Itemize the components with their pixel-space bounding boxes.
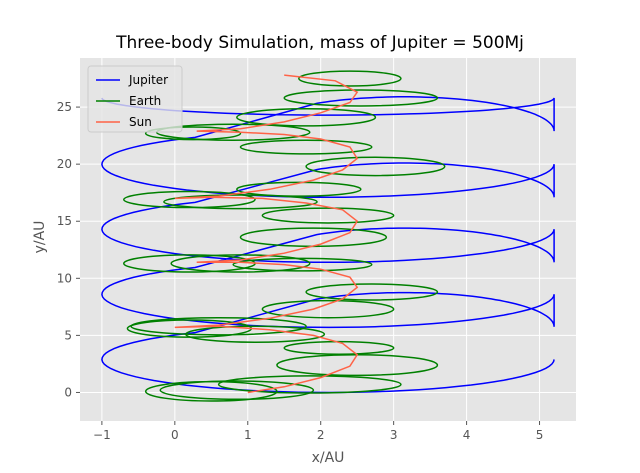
x-tick-label: 4 (463, 428, 471, 442)
legend-label-jupiter: Jupiter (128, 73, 168, 87)
legend-label-sun: Sun (129, 115, 152, 129)
y-tick-label: 10 (57, 271, 72, 285)
series-earth-orbit (170, 254, 311, 273)
series-sun (174, 74, 359, 394)
y-tick-label: 25 (57, 100, 72, 114)
series-earth-orbit (130, 316, 307, 336)
y-tick-label: 15 (57, 214, 72, 228)
x-axis-label: x/AU (312, 450, 345, 466)
y-axis-label: y/AU (32, 221, 48, 254)
series-earth (123, 70, 446, 402)
series-earth-orbit (261, 299, 395, 319)
axis-ticks: −1 0 1 2 3 4 5 0 5 10 15 20 25 (57, 100, 544, 442)
y-tick-label: 5 (64, 328, 72, 342)
series-earth-orbit (305, 283, 439, 301)
series-earth-orbit (232, 257, 373, 272)
x-tick-label: −1 (93, 428, 111, 442)
x-tick-label: 3 (390, 428, 398, 442)
series-layer (101, 70, 555, 402)
legend-box (87, 65, 183, 133)
series-earth-orbit (283, 89, 439, 107)
series-earth-orbit (305, 156, 446, 177)
x-tick-label: 2 (317, 428, 325, 442)
y-tick-label: 20 (57, 157, 72, 171)
x-tick-label: 1 (244, 428, 252, 442)
x-tick-label: 5 (536, 428, 544, 442)
chart-title: Three-body Simulation, mass of Jupiter =… (115, 33, 524, 53)
series-jupiter-line (101, 96, 555, 394)
series-earth-orbit (236, 108, 377, 127)
series-earth-orbit (123, 190, 256, 209)
series-earth-orbit (298, 70, 402, 87)
x-tick-label: 0 (171, 428, 179, 442)
series-jupiter (101, 96, 555, 394)
series-earth-orbit (159, 380, 315, 401)
series-earth-orbit (261, 207, 395, 224)
series-earth-orbit (239, 139, 373, 155)
series-sun-line (174, 74, 359, 394)
legend-label-earth: Earth (129, 94, 161, 108)
y-tick-label: 0 (64, 385, 72, 399)
legend: Jupiter Earth Sun (87, 65, 183, 133)
